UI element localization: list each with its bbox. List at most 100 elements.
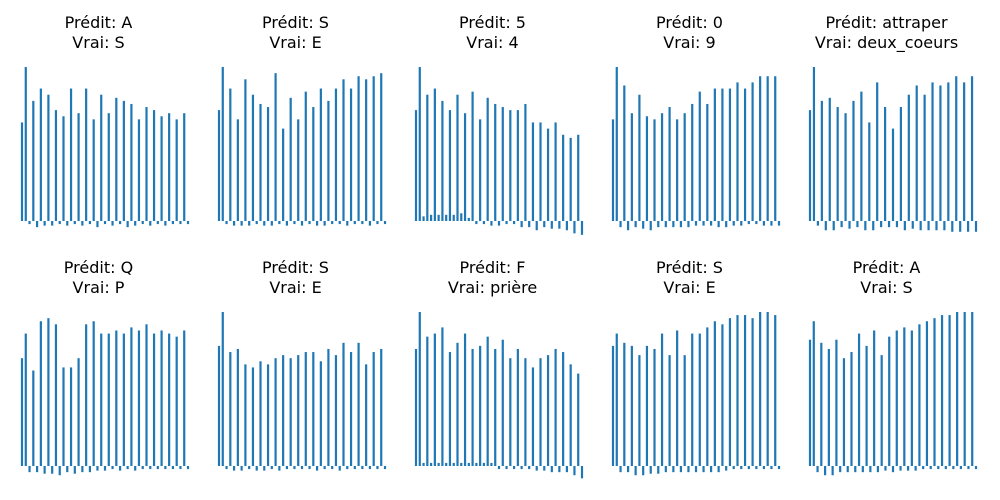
bar xyxy=(111,466,114,470)
bar xyxy=(130,103,133,221)
bar xyxy=(323,221,326,226)
chart-panel: Prédit: A Vrai: S xyxy=(788,245,985,485)
bar xyxy=(915,85,918,221)
bar xyxy=(743,315,747,466)
bar xyxy=(168,113,171,221)
bar xyxy=(850,352,853,466)
bar xyxy=(225,221,228,225)
bar xyxy=(947,82,950,222)
bar xyxy=(848,221,851,229)
predicted-label: Prédit: S xyxy=(656,258,723,277)
bar xyxy=(762,466,766,470)
bar xyxy=(751,82,754,222)
bar xyxy=(69,367,73,466)
bar xyxy=(880,221,883,228)
bar xyxy=(872,221,875,231)
bar xyxy=(531,367,535,466)
bar xyxy=(452,462,455,466)
bar xyxy=(221,67,224,221)
bar xyxy=(217,345,221,466)
bar xyxy=(346,221,349,226)
bar xyxy=(653,348,656,466)
bar xyxy=(865,345,868,466)
predicted-label: Prédit: F xyxy=(459,258,526,277)
bar-chart xyxy=(414,312,584,479)
bar xyxy=(315,466,319,471)
bar xyxy=(611,345,615,466)
bar xyxy=(899,107,902,221)
bar xyxy=(479,119,482,221)
bar xyxy=(149,221,152,226)
bar xyxy=(152,333,156,466)
bar xyxy=(365,364,368,466)
bar xyxy=(69,88,73,221)
bar xyxy=(766,76,769,222)
bar xyxy=(736,82,739,222)
bar xyxy=(368,466,372,470)
bar xyxy=(698,91,701,221)
bar xyxy=(626,221,630,231)
bar xyxy=(145,107,148,221)
bar xyxy=(376,221,379,225)
bar xyxy=(293,466,296,470)
bar xyxy=(520,221,523,228)
bar xyxy=(808,339,812,466)
bar xyxy=(152,110,156,221)
bar xyxy=(955,76,958,222)
bar xyxy=(349,352,353,466)
bar xyxy=(642,221,645,229)
bar xyxy=(357,76,360,222)
bar xyxy=(357,342,360,466)
bar xyxy=(766,312,769,466)
bar xyxy=(535,221,538,231)
bar xyxy=(107,333,110,466)
bar xyxy=(562,352,565,466)
bar xyxy=(967,221,970,232)
bar xyxy=(145,324,148,466)
bar xyxy=(244,79,247,221)
bar xyxy=(740,221,743,226)
bar xyxy=(880,355,883,466)
bar xyxy=(827,348,830,466)
bar xyxy=(497,466,501,470)
predicted-label: Prédit: A xyxy=(64,13,133,32)
bar xyxy=(717,466,720,473)
bar xyxy=(929,466,932,470)
bar xyxy=(342,79,345,221)
bar xyxy=(959,466,963,470)
bar xyxy=(308,221,311,225)
bar xyxy=(149,466,152,470)
bar xyxy=(944,466,947,470)
bar xyxy=(28,221,31,225)
bar xyxy=(933,318,936,466)
bar xyxy=(380,348,383,466)
bar xyxy=(304,91,307,221)
bar xyxy=(869,466,872,473)
bar xyxy=(854,466,857,473)
bar xyxy=(73,466,76,474)
bar xyxy=(694,466,698,473)
bar xyxy=(380,73,383,221)
bar xyxy=(713,321,716,466)
bar xyxy=(486,336,489,466)
bar xyxy=(111,221,114,226)
bar xyxy=(528,466,531,470)
bar xyxy=(58,221,61,225)
bar xyxy=(687,221,690,228)
bar xyxy=(683,355,686,466)
bar xyxy=(452,214,455,221)
bar xyxy=(864,221,867,231)
bar xyxy=(577,373,580,466)
bar xyxy=(372,76,375,222)
bar xyxy=(967,466,970,470)
bar xyxy=(816,221,819,226)
bar xyxy=(175,336,178,466)
bar xyxy=(861,466,864,473)
bar xyxy=(554,122,557,221)
bar xyxy=(289,358,292,466)
bar xyxy=(24,67,27,221)
bar-chart xyxy=(611,312,781,476)
bar xyxy=(81,221,84,226)
bar xyxy=(876,466,880,473)
bar xyxy=(494,103,497,221)
